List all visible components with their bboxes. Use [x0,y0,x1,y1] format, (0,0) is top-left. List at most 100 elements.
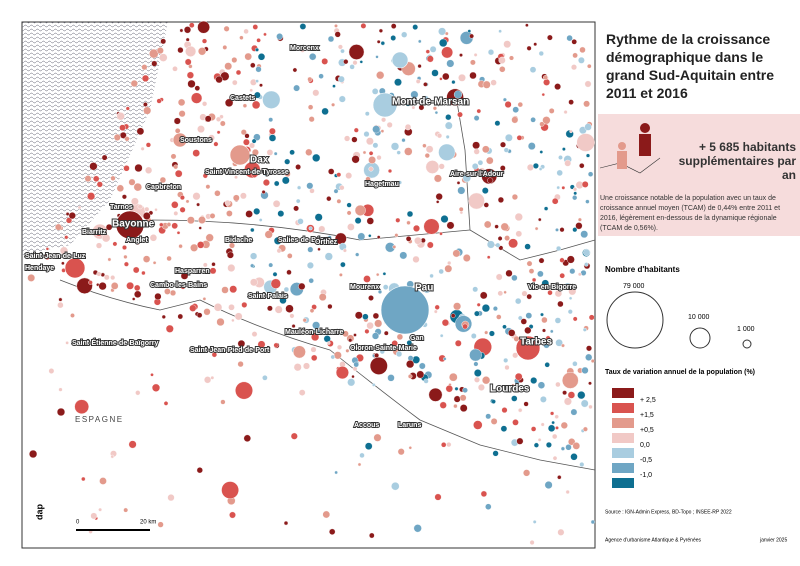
commune-dot [406,360,415,369]
commune-dot [197,20,210,34]
commune-dot [346,210,352,216]
commune-dot [186,71,195,79]
commune-dot [520,318,527,325]
commune-dot [462,254,471,262]
commune-dot [251,100,261,110]
commune-dot [572,361,578,367]
commune-dot [412,255,420,264]
commune-dot [406,339,413,346]
commune-dot [141,64,148,71]
commune-dot [540,422,545,427]
commune-dot [562,147,566,152]
commune-dot [344,135,351,142]
commune-dot [573,191,578,196]
commune-dot [372,125,381,134]
commune-dot [368,234,372,238]
commune-dot [203,308,211,316]
commune-dot [408,446,412,450]
commune-dot [298,389,306,396]
commune-dot [446,221,455,230]
commune-dot [429,45,437,53]
commune-dot [185,199,190,204]
commune-dot [340,261,346,268]
commune-dot [307,104,314,110]
commune-dot [538,217,542,222]
commune-dot [242,138,250,146]
place-label: Bidache [225,237,252,244]
commune-dot [390,35,397,41]
commune-dot [353,361,360,368]
color-label: +0,5 [640,427,654,434]
commune-dot [68,212,76,220]
size-legend-circle [742,339,752,349]
commune-dot [95,242,103,249]
commune-dot [259,83,263,88]
commune-dot [366,321,374,330]
commune-dot [58,387,63,392]
commune-dot [473,420,483,430]
commune-dot [249,278,258,287]
commune-dot [329,528,336,535]
commune-dot [151,383,161,392]
commune-dot [365,176,371,182]
commune-dot [28,449,38,459]
commune-dot [348,44,365,60]
commune-dot [289,149,295,156]
commune-dot [330,354,336,360]
commune-dot [541,92,545,97]
commune-dot [110,275,116,281]
commune-dot [107,257,112,262]
commune-dot [351,374,355,379]
commune-dot [382,271,387,276]
commune-dot [396,150,401,155]
city-dot [391,51,409,69]
commune-dot [184,58,192,66]
color-label: + 2,5 [640,397,656,404]
commune-dot [525,312,533,319]
commune-dot [228,303,235,311]
commune-dot [177,98,186,107]
commune-dot [346,202,352,208]
commune-dot [308,226,313,231]
commune-dot [567,391,576,399]
commune-dot [434,110,439,115]
commune-dot [321,107,329,116]
commune-dot [64,235,69,240]
commune-dot [141,270,146,276]
place-label: Orthez [315,239,338,246]
commune-dot [142,212,151,220]
commune-dot [283,286,290,293]
commune-dot [545,335,551,341]
dept-border [149,219,471,241]
place-label: Cambo-les-Bains [150,282,207,289]
commune-dot [538,50,544,57]
commune-dot [166,222,172,227]
commune-dot [232,194,240,202]
commune-dot [517,101,523,108]
commune-dot [424,153,430,159]
commune-dot [57,301,64,309]
commune-dot [257,340,266,349]
commune-dot [285,304,294,313]
commune-dot [88,280,93,285]
commune-dot [266,305,273,312]
commune-dot [375,55,379,59]
commune-dot [441,442,447,448]
commune-dot [353,127,359,133]
commune-dot [441,46,453,59]
commune-dot [101,233,111,243]
place-label: Accous [354,422,379,429]
commune-dot [297,185,302,190]
commune-dot [332,84,336,88]
size-legend-title: Nombre d'habitants [605,265,680,274]
commune-dot [426,55,434,63]
commune-dot [224,62,233,71]
place-label: Soustons [180,137,212,144]
commune-dot [478,167,486,175]
commune-dot [209,267,217,275]
commune-dot [70,313,75,318]
place-label: Vic-en-Bigorre [528,284,576,291]
commune-dot [196,467,203,474]
